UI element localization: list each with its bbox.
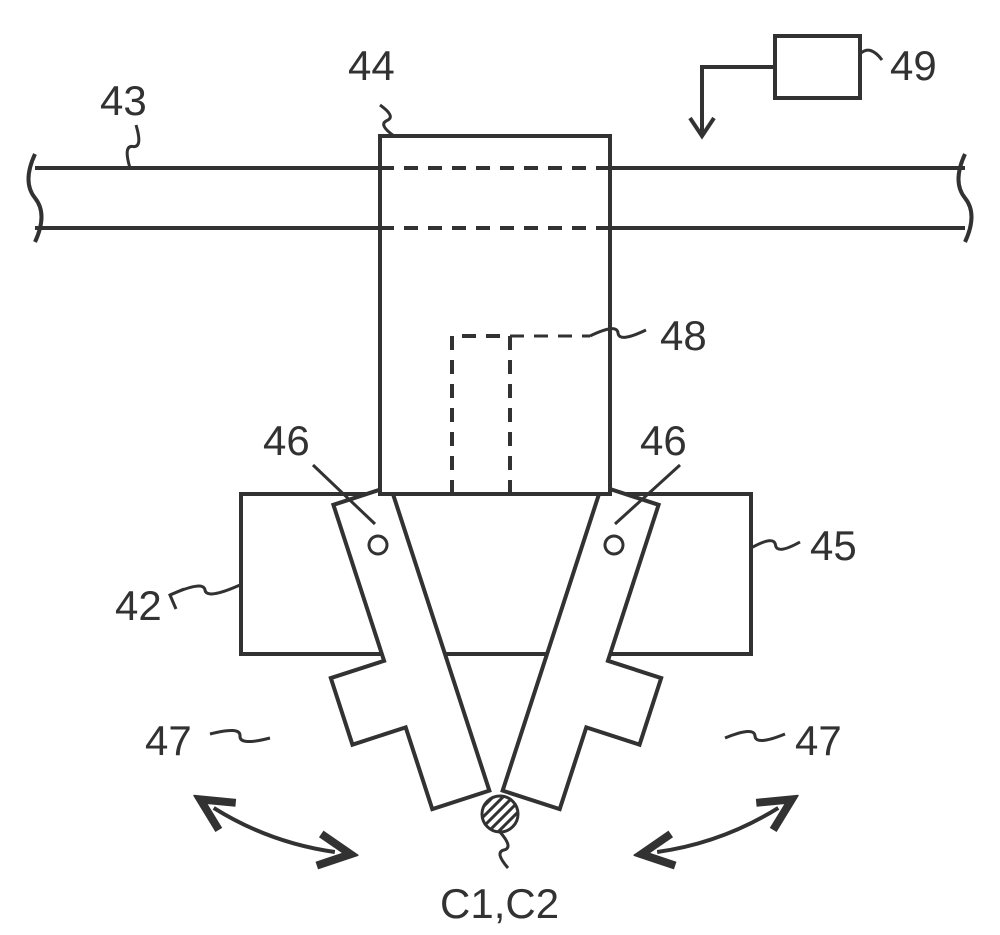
- label-l45: 45: [810, 522, 857, 569]
- base-45: [241, 494, 751, 654]
- label-l47b: 47: [795, 717, 842, 764]
- label-l46b: 46: [640, 417, 687, 464]
- control-49: [775, 36, 860, 98]
- leader-C: [500, 832, 508, 868]
- leader-43: [127, 125, 139, 168]
- swing-arc-left: [214, 808, 335, 852]
- diagram-canvas: 43 44 49 48 46 46 45 42 47 47 C1,C2: [0, 0, 1000, 935]
- slider-44: [380, 136, 610, 494]
- label-l44: 44: [348, 42, 395, 89]
- leader-49-curl: [860, 50, 882, 60]
- leader-42-arrow: [170, 589, 184, 609]
- leader-45: [751, 541, 800, 550]
- label-l48: 48: [660, 312, 707, 359]
- label-l42: 42: [115, 582, 162, 629]
- label-l47a: 47: [145, 717, 192, 764]
- leader-49: [702, 67, 775, 136]
- leader-44: [380, 105, 394, 136]
- label-l43: 43: [100, 77, 147, 124]
- leader-47-left: [210, 730, 270, 741]
- label-l49: 49: [890, 42, 937, 89]
- target-circle: [482, 796, 518, 832]
- leader-47-right: [725, 731, 785, 740]
- label-l46a: 46: [263, 417, 310, 464]
- label-lC: C1,C2: [440, 880, 559, 927]
- swing-arc-right: [657, 808, 778, 852]
